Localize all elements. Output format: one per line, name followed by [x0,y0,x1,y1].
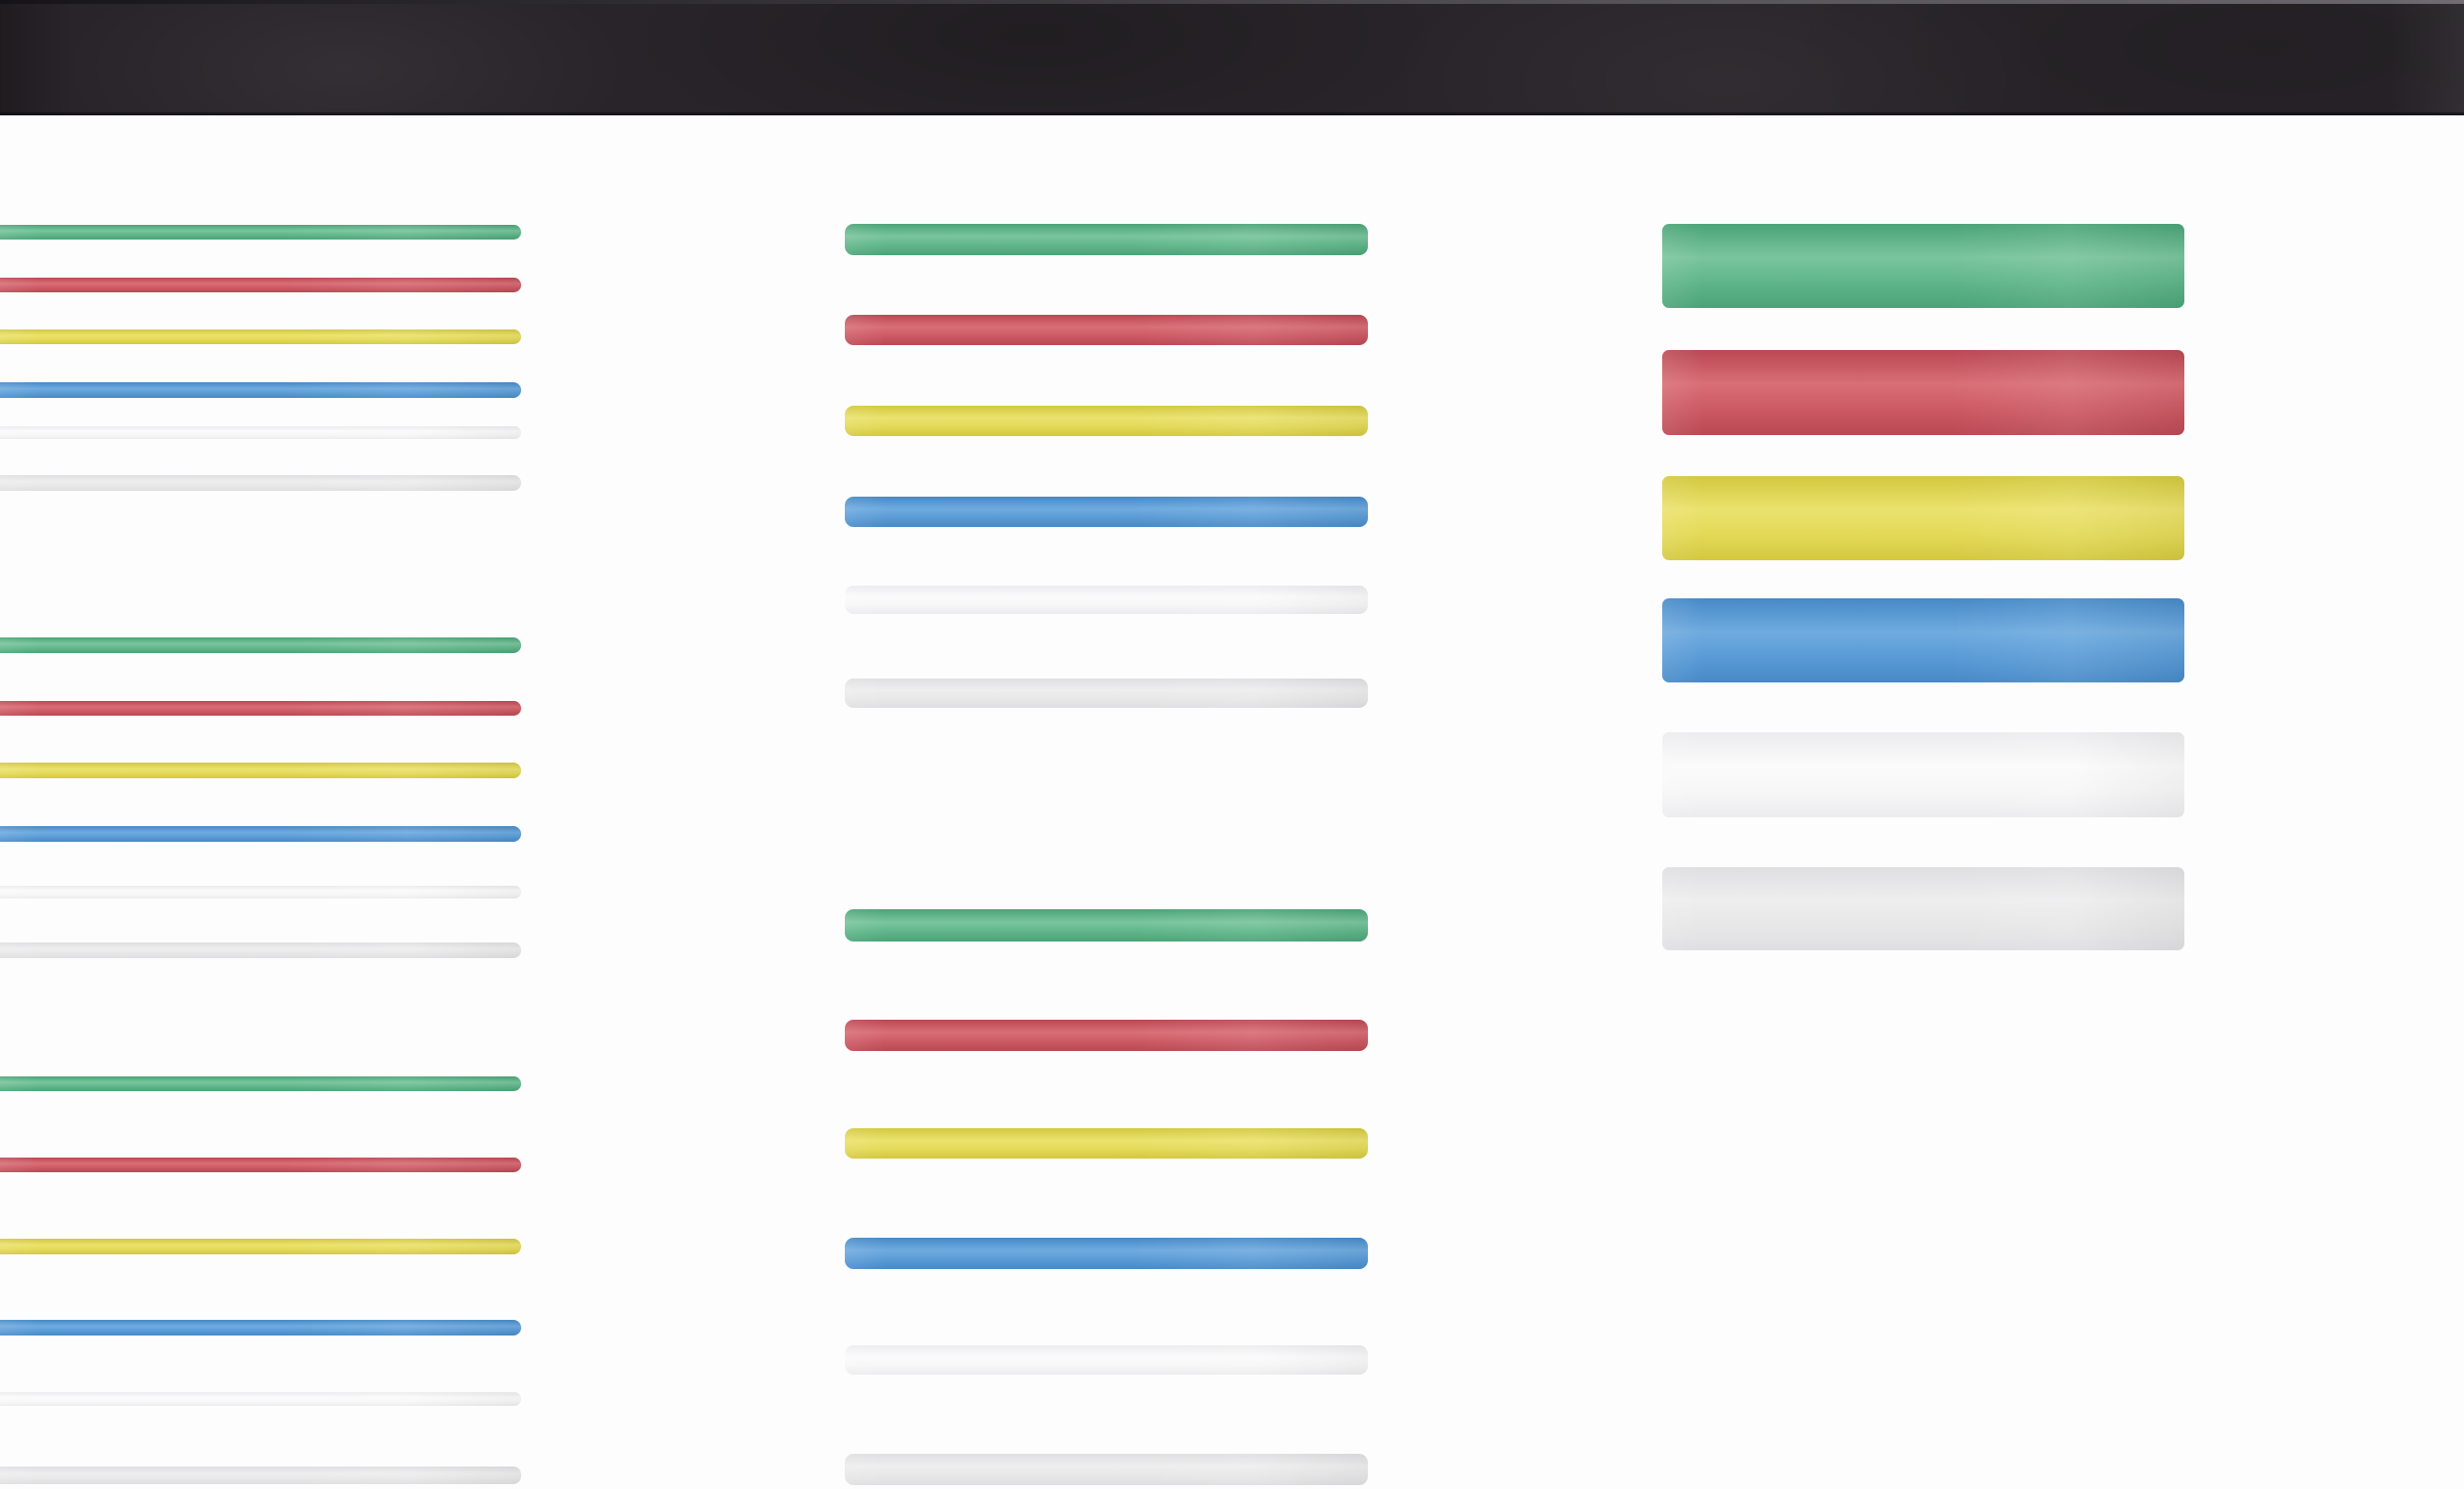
strip-blue-thin [0,1320,521,1336]
strip-red-thin [0,1158,521,1172]
strip-yellow-thin [0,1239,521,1254]
strip-white-medium [845,1345,1368,1375]
strip-red-thick [1662,350,2184,435]
strip-sheen [845,1345,1368,1375]
black-top-band [0,0,2464,115]
strip-white-thin [0,426,521,439]
strip-sheen [1662,350,2184,435]
strip-blue-medium [845,1238,1368,1269]
strip-sheen [0,278,521,292]
strip-sheen [0,1320,521,1336]
strip-yellow-thin [0,763,521,778]
strip-sheen [845,224,1368,255]
strip-sheen [0,886,521,898]
strip-sheen [845,406,1368,436]
strip-sheen [0,382,521,398]
strip-green-thin [0,225,521,240]
strip-sheen [1662,224,2184,308]
strip-green-thick [1662,224,2184,308]
strip-sheen [0,763,521,778]
band-texture [0,0,2464,115]
strip-red-medium [845,1020,1368,1051]
strip-red-thin [0,278,521,292]
strip-green-thin [0,1076,521,1091]
strip-sheen [0,475,521,491]
strip-green-medium [845,909,1368,942]
strip-sheen [0,329,521,344]
strip-sheen [0,826,521,842]
band-top-edge [0,0,2464,4]
strip-sheen [845,1454,1368,1485]
strip-gray-medium [845,1454,1368,1485]
strip-sheen [0,225,521,240]
strip-sheen [1662,867,2184,950]
strip-sheen [0,1158,521,1172]
strip-sheen [1662,732,2184,817]
strip-white-thin [0,1392,521,1406]
strip-sheen [845,1020,1368,1051]
strip-sheen [0,1392,521,1406]
strip-sheen [0,701,521,716]
strip-red-thin [0,701,521,716]
strip-sheen [0,426,521,439]
strip-yellow-medium [845,406,1368,436]
strip-white-thick [1662,732,2184,817]
strip-gray-thin [0,475,521,491]
strip-gray-thick [1662,867,2184,950]
strip-sheen [0,942,521,958]
strip-gray-thin [0,1467,521,1484]
strip-sheen [845,679,1368,708]
strip-white-medium [845,586,1368,614]
strip-sheen [0,1467,521,1484]
strip-sheen [1662,598,2184,682]
band-bottom-edge [0,112,2464,115]
strip-blue-thick [1662,598,2184,682]
strip-sheen [845,1238,1368,1269]
strip-sheen [845,909,1368,942]
strip-gray-thin [0,942,521,958]
strip-sheen [845,315,1368,345]
strip-yellow-thick [1662,476,2184,560]
strip-green-medium [845,224,1368,255]
strip-sheen [845,1128,1368,1159]
strip-white-thin [0,886,521,898]
strip-blue-thin [0,382,521,398]
strip-yellow-thin [0,329,521,344]
strip-sheen [1662,476,2184,560]
strip-blue-medium [845,497,1368,527]
strip-sheen [845,586,1368,614]
strip-yellow-medium [845,1128,1368,1159]
strip-sheen [845,497,1368,527]
strip-sheen [0,1239,521,1254]
strip-red-medium [845,315,1368,345]
strip-blue-thin [0,826,521,842]
strip-sheen [0,1076,521,1091]
strip-green-thin [0,637,521,653]
strip-gray-medium [845,679,1368,708]
strip-sheen [0,637,521,653]
